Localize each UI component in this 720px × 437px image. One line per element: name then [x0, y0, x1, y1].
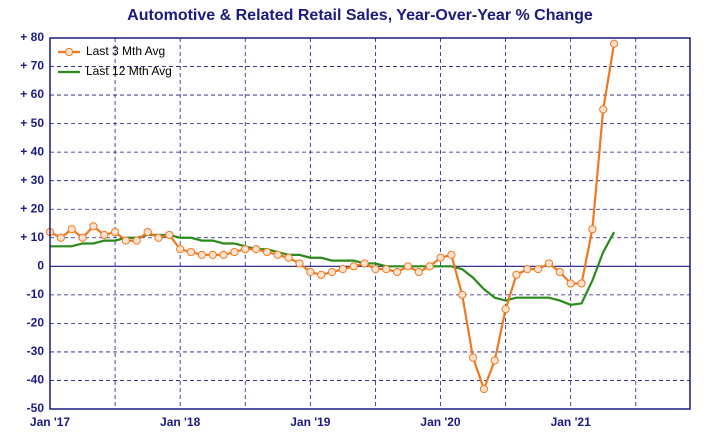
point-marker — [479, 384, 488, 394]
legend-label: Last 12 Mth Avg — [86, 64, 172, 78]
y-tick-label: + 40 — [20, 144, 44, 158]
x-tick-label: Jan '17 — [30, 415, 71, 429]
y-tick-label: + 50 — [20, 116, 44, 130]
point-marker — [165, 230, 174, 240]
point-marker — [208, 250, 217, 259]
y-tick-label: 0 — [37, 258, 44, 272]
point-marker — [414, 267, 423, 277]
point-marker — [89, 222, 98, 231]
y-tick-label: + 20 — [20, 201, 44, 215]
point-marker — [219, 250, 228, 259]
y-tick-label: -30 — [27, 344, 45, 358]
y-tick-label: -20 — [27, 316, 45, 330]
point-marker — [197, 250, 206, 259]
x-tick-label: Jan '19 — [290, 415, 331, 429]
point-marker — [501, 305, 510, 314]
y-tick-label: -50 — [27, 401, 45, 415]
legend: Last 3 Mth Avg Last 12 Mth Avg — [58, 44, 172, 78]
point-marker — [338, 265, 347, 274]
y-tick-label: -40 — [27, 373, 45, 387]
y-tick-label: -10 — [27, 287, 45, 301]
point-marker — [588, 225, 597, 234]
point-marker — [306, 267, 315, 277]
point-marker — [230, 247, 239, 257]
point-marker — [241, 245, 250, 254]
point-marker — [186, 247, 196, 257]
plot-frame — [49, 37, 691, 410]
point-marker — [360, 259, 369, 268]
y-tick-label: + 80 — [20, 30, 44, 44]
point-marker — [284, 253, 293, 262]
point-marker — [56, 233, 65, 242]
point-marker — [262, 247, 272, 257]
point-marker — [555, 267, 564, 277]
point-marker — [609, 39, 619, 48]
point-marker — [490, 356, 499, 365]
point-marker — [599, 105, 608, 114]
point-marker — [273, 250, 282, 259]
point-marker — [252, 245, 261, 254]
point-marker — [154, 233, 163, 242]
point-marker — [512, 270, 521, 279]
point-marker — [447, 250, 456, 259]
point-marker — [523, 265, 532, 274]
legend-label: Last 3 Mth Avg — [86, 44, 165, 58]
x-tick-label: Jan '20 — [420, 415, 461, 429]
y-tick-label: + 30 — [20, 173, 44, 187]
point-marker — [544, 259, 554, 268]
x-tick-label: Jan '18 — [160, 415, 201, 429]
point-marker — [100, 230, 109, 240]
series-line — [49, 43, 616, 393]
chart-title: Automotive & Related Retail Sales, Year-… — [127, 7, 593, 24]
point-marker — [132, 236, 141, 245]
point-marker — [327, 267, 337, 277]
point-marker — [78, 233, 87, 242]
point-marker — [458, 290, 467, 299]
y-tick-label: + 70 — [20, 59, 44, 73]
point-marker — [371, 265, 380, 274]
point-marker — [382, 265, 391, 274]
point-marker — [468, 353, 478, 362]
point-marker — [436, 253, 445, 262]
point-marker — [425, 262, 434, 271]
legend-marker — [64, 47, 74, 57]
point-marker — [110, 227, 120, 237]
y-tick-label: + 10 — [20, 230, 44, 244]
x-tick-label: Jan '21 — [551, 415, 592, 429]
point-marker — [349, 262, 358, 271]
point-marker — [393, 267, 402, 277]
point-marker — [121, 236, 131, 245]
point-marker — [176, 245, 185, 254]
point-marker — [295, 259, 304, 268]
point-marker — [577, 279, 586, 288]
point-marker — [534, 265, 543, 274]
point-marker — [403, 262, 413, 271]
point-marker — [566, 279, 575, 288]
point-marker — [67, 225, 76, 234]
y-tick-label: + 60 — [20, 87, 44, 101]
point-marker — [317, 270, 326, 279]
point-marker — [143, 227, 152, 237]
